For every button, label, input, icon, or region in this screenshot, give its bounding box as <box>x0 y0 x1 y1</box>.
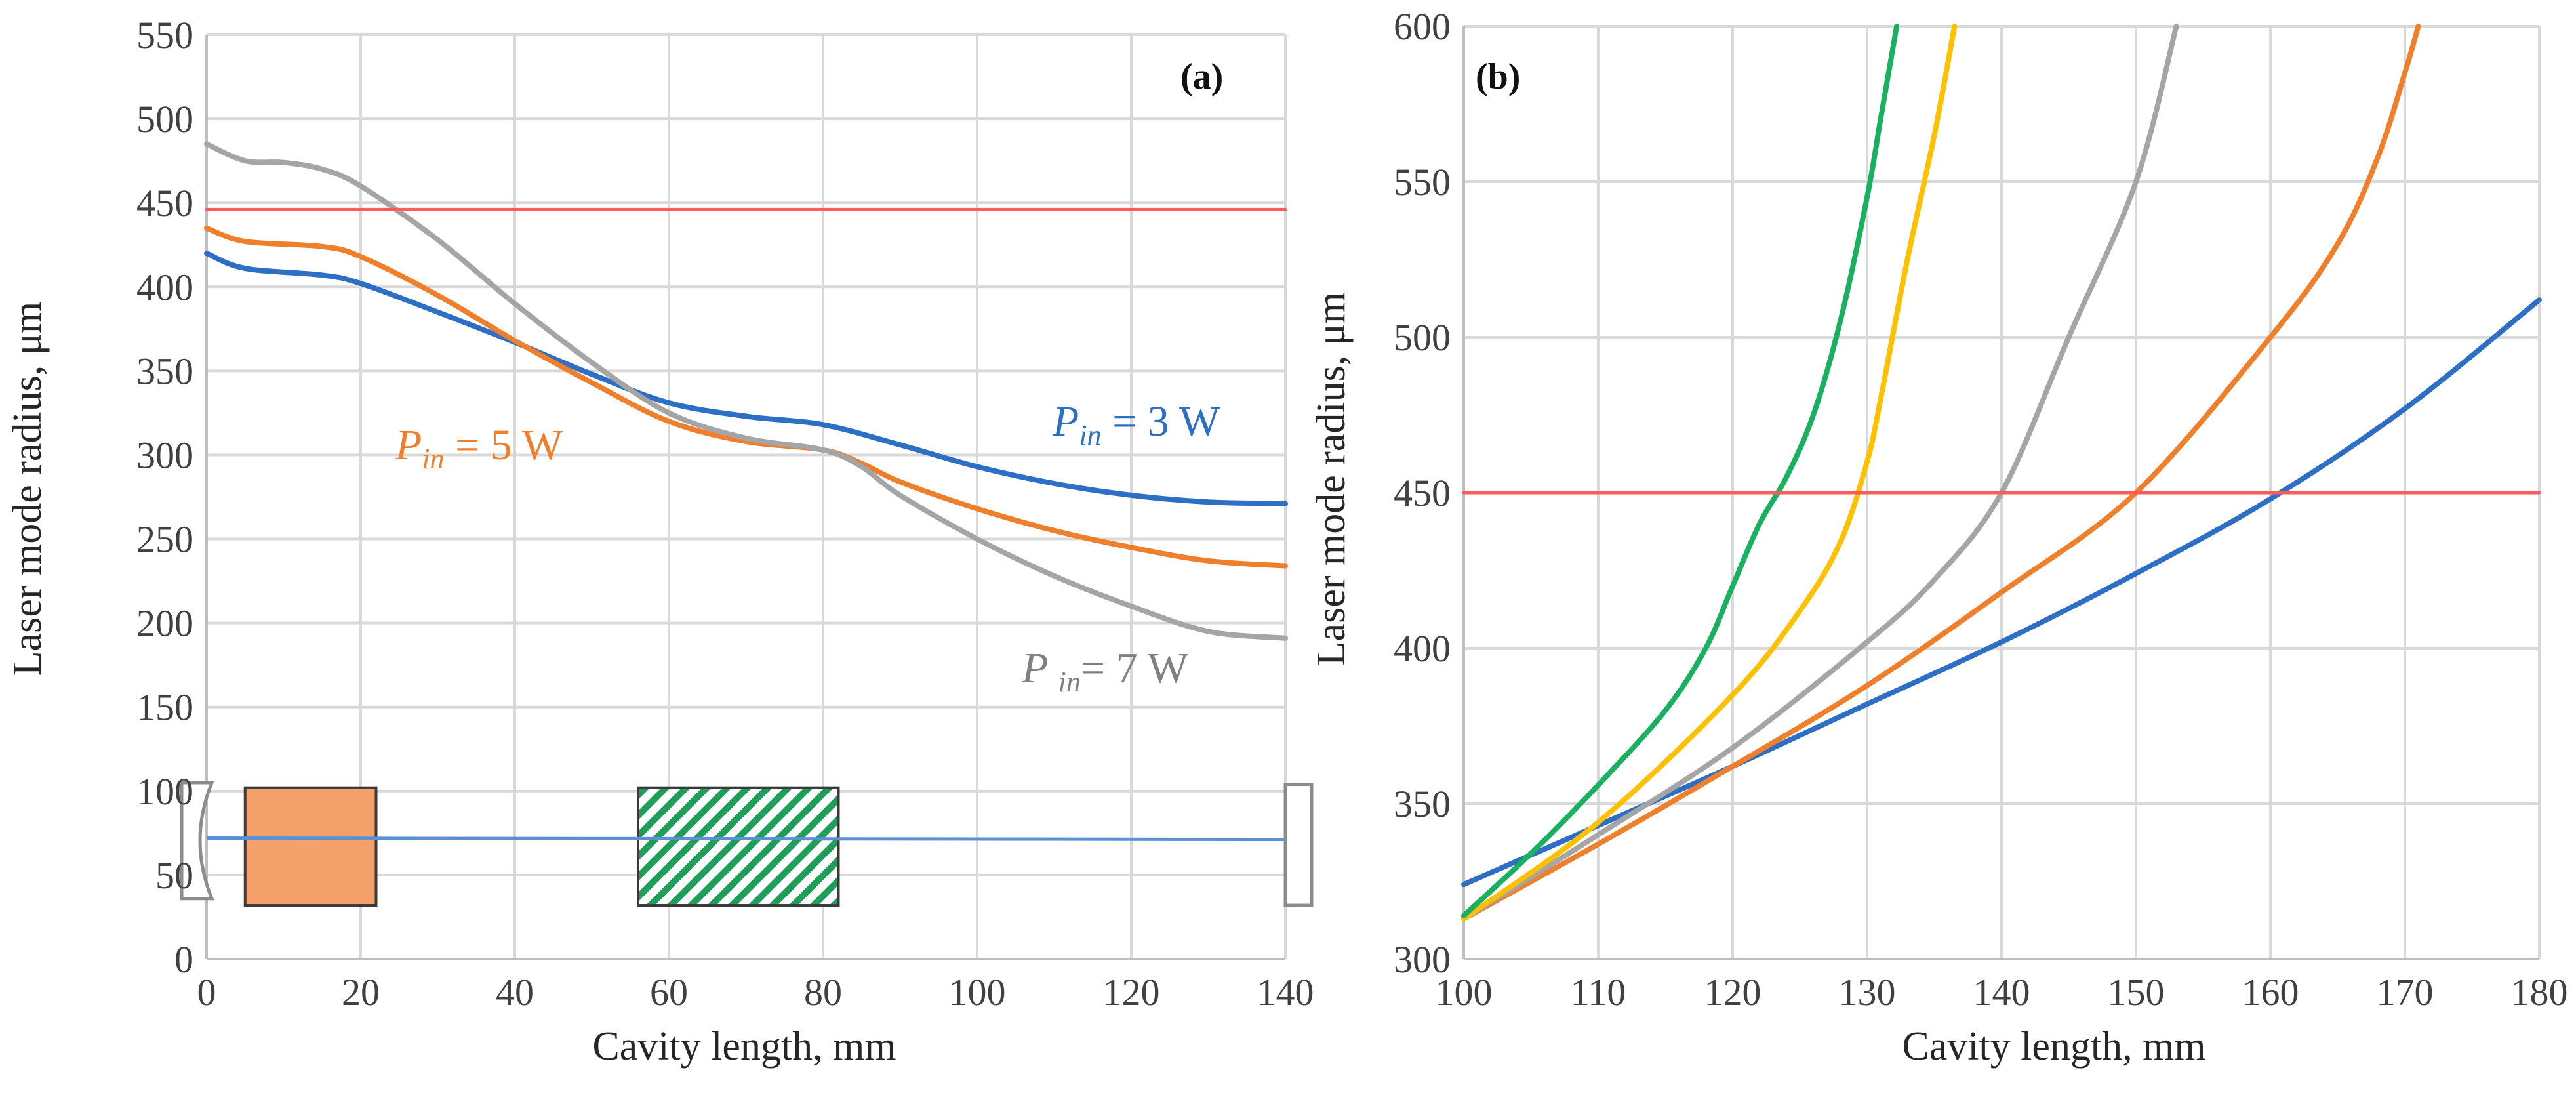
panel-a-y-tick-label: 350 <box>136 350 193 392</box>
panel-b-series <box>1461 24 2542 922</box>
panel-a-x-tick-label: 100 <box>949 971 1006 1014</box>
panel-b-series-orange <box>1461 24 2421 922</box>
annotation-pin-3w: Pin = 3 W <box>1052 398 1220 451</box>
nonlinear-crystal <box>637 786 840 907</box>
panel-a-y-tick-label: 50 <box>155 854 193 897</box>
panel-b-x-tick-label: 140 <box>1973 971 2030 1014</box>
panel-a-y-tick-label: 150 <box>136 686 193 729</box>
curved-mirror <box>180 781 214 901</box>
panel-a-y-tick-label: 550 <box>136 14 193 56</box>
annotation-pin-5w-main: P <box>395 421 422 469</box>
panel-a-x-tick-labels: 0 20 40 60 80 100 120 140 <box>197 971 1314 1014</box>
panel-a-label: (a) <box>1180 56 1223 97</box>
chart-panel-b: 300 350 400 450 500 550 600 100 110 120 130 140 150… <box>1309 5 2568 1069</box>
panel-b-x-tick-label: 100 <box>1436 971 1493 1014</box>
panel-a-series-pin-7-w <box>204 141 1288 641</box>
panel-b-label: (b) <box>1476 56 1520 97</box>
panel-b-y-tick-labels: 300 350 400 450 500 550 600 <box>1394 5 1451 981</box>
panel-a-series-pin-3-w <box>204 251 1288 506</box>
panel-a-series <box>204 141 1288 641</box>
panel-a-x-tick-label: 40 <box>496 971 534 1014</box>
annotation-pin-5w-sub: in <box>422 443 444 475</box>
panel-b-y-tick-label: 550 <box>1394 161 1451 203</box>
annotation-pin-7w-rest: = 7 W <box>1081 644 1189 692</box>
annotation-pin-3w-sub: in <box>1079 419 1101 451</box>
panel-b-y-tick-label: 500 <box>1394 316 1451 359</box>
annotation-pin-3w-main: P <box>1052 398 1079 445</box>
panel-a-x-tick-label: 20 <box>342 971 380 1014</box>
panel-a-y-tick-label: 450 <box>136 182 193 224</box>
panel-a-x-tick-label: 80 <box>804 971 842 1014</box>
panel-b-x-axis-label: Cavity length, mm <box>1902 1024 2205 1069</box>
panel-a-x-tick-label: 0 <box>197 971 216 1014</box>
gain-element <box>243 786 378 907</box>
cavity-schematic <box>180 781 1314 907</box>
panel-a-x-axis-label: Cavity length, mm <box>592 1024 896 1069</box>
panel-b-y-tick-label: 450 <box>1394 472 1451 514</box>
panel-b-series-green <box>1461 24 1900 918</box>
panel-b-y-tick-label: 300 <box>1394 938 1451 981</box>
annotation-pin-7w-main: P <box>1021 644 1058 692</box>
panel-b-y-tick-label: 350 <box>1394 783 1451 825</box>
annotation-pin-5w-rest: = 5 W <box>445 421 564 469</box>
annotation-pin-7w: P in= 7 W <box>1021 644 1189 698</box>
panel-b-x-tick-label: 130 <box>1839 971 1896 1014</box>
panel-a-y-tick-label: 400 <box>136 266 193 308</box>
panel-a-x-tick-label: 120 <box>1103 971 1160 1014</box>
panel-b-series-yellow <box>1461 24 1958 922</box>
annotation-pin-3w-rest: = 3 W <box>1102 398 1221 445</box>
panel-a-y-axis-label: Laser mode radius, μm <box>5 302 50 676</box>
chart-panel-a: 0 50 100 150 200 250 300 350 400 450 500 550 0 20 40 6… <box>5 14 1314 1069</box>
panel-a-y-tick-labels: 0 50 100 150 200 250 300 350 400 450 500 550 <box>136 14 193 981</box>
panel-b-x-tick-label: 150 <box>2108 971 2165 1014</box>
panel-b-x-tick-labels: 100 110 120 130 140 150 160 170 180 <box>1436 971 2568 1014</box>
panel-b-y-tick-label: 400 <box>1394 627 1451 670</box>
annotation-pin-7w-sub: in <box>1058 666 1081 698</box>
panel-a-y-tick-label: 100 <box>136 770 193 813</box>
panel-a-y-tick-label: 0 <box>174 938 193 981</box>
panel-b-x-tick-label: 170 <box>2377 971 2434 1014</box>
annotation-pin-5w: Pin = 5 W <box>395 421 563 475</box>
laser-beam-axis <box>206 836 1286 842</box>
panel-b-x-tick-label: 110 <box>1571 971 1626 1014</box>
panel-a-y-tick-label: 200 <box>136 602 193 645</box>
output-mirror <box>1283 783 1314 907</box>
panel-b-x-tick-label: 120 <box>1704 971 1761 1014</box>
panel-a-x-tick-label: 60 <box>650 971 688 1014</box>
panel-a-series-pin-5-w <box>204 225 1288 569</box>
panel-a-x-tick-label: 140 <box>1257 971 1314 1014</box>
panel-b-x-tick-label: 180 <box>2511 971 2568 1014</box>
panel-a-y-tick-label: 250 <box>136 518 193 561</box>
panel-b-series-gray <box>1461 24 2179 922</box>
panel-a-y-tick-label: 300 <box>136 434 193 476</box>
panel-b-y-tick-label: 600 <box>1394 5 1451 48</box>
panel-a-y-tick-label: 500 <box>136 98 193 140</box>
panel-b-x-tick-label: 160 <box>2242 971 2299 1014</box>
panel-b-y-axis-label: Laser mode radius, μm <box>1309 292 1354 666</box>
